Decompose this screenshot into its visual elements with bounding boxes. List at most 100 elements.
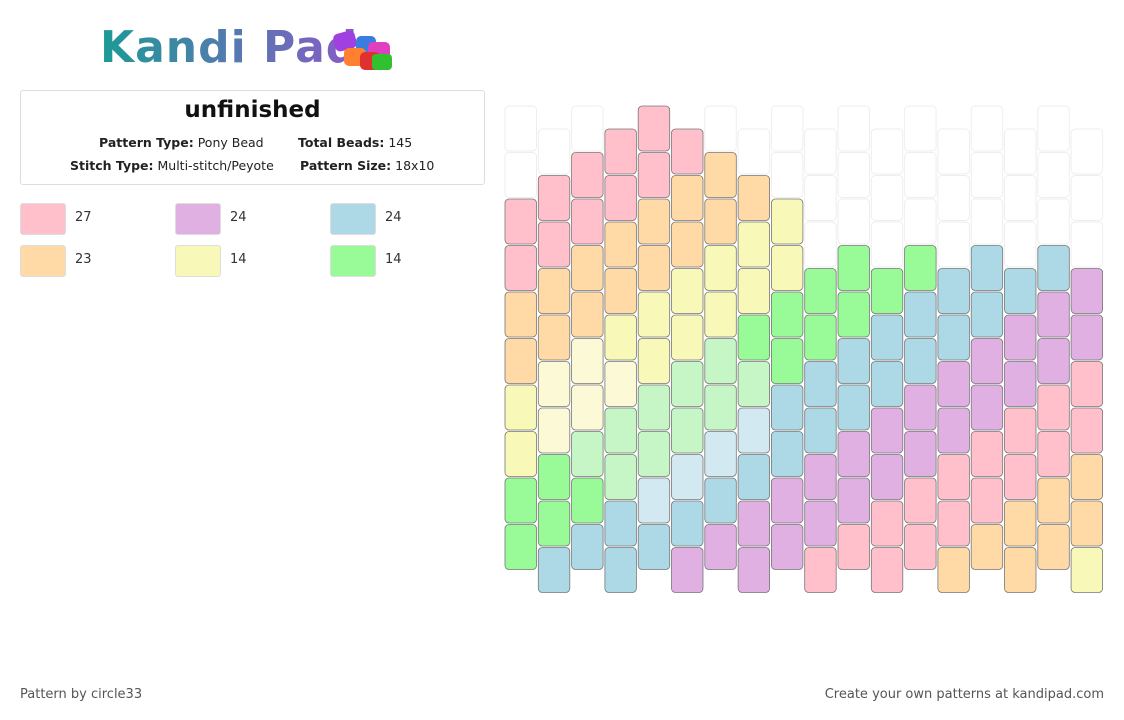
bead bbox=[604, 454, 637, 500]
color-swatch bbox=[175, 245, 221, 277]
bead bbox=[671, 500, 704, 547]
bead bbox=[604, 361, 637, 407]
bead bbox=[904, 198, 937, 245]
bead bbox=[737, 407, 771, 454]
bead bbox=[537, 268, 571, 314]
bead bbox=[604, 500, 637, 547]
field: Stitch Type: Multi-stitch/Peyote bbox=[70, 158, 274, 173]
bead bbox=[1004, 175, 1037, 221]
field: Pattern Size: 18x10 bbox=[300, 158, 434, 173]
bead bbox=[837, 198, 870, 245]
bead bbox=[1070, 547, 1103, 593]
bead bbox=[704, 477, 737, 524]
bead bbox=[837, 152, 870, 198]
bead bbox=[504, 245, 537, 291]
bead bbox=[637, 384, 671, 431]
bead bbox=[970, 245, 1004, 291]
bead bbox=[737, 128, 771, 175]
bead bbox=[571, 431, 604, 477]
bead bbox=[537, 221, 571, 268]
bead bbox=[637, 431, 671, 477]
bead bbox=[571, 245, 604, 291]
bead bbox=[937, 128, 970, 175]
bead bbox=[804, 361, 837, 407]
color-swatch bbox=[330, 245, 376, 277]
bead bbox=[770, 198, 804, 245]
bead bbox=[704, 291, 737, 338]
bead bbox=[804, 221, 837, 268]
logo[interactable]: Kandi Pad bbox=[100, 22, 359, 73]
bead bbox=[637, 338, 671, 384]
bead bbox=[870, 128, 904, 175]
bead bbox=[904, 338, 937, 384]
bead bbox=[604, 175, 637, 221]
bead bbox=[870, 547, 904, 593]
bead bbox=[637, 105, 671, 152]
bead bbox=[671, 128, 704, 175]
bead bbox=[770, 105, 804, 152]
bead bbox=[671, 221, 704, 268]
bead bbox=[571, 524, 604, 570]
bead bbox=[870, 407, 904, 454]
bead bbox=[837, 338, 870, 384]
bead bbox=[870, 314, 904, 361]
bead bbox=[671, 547, 704, 593]
bead bbox=[837, 245, 870, 291]
bead bbox=[937, 407, 970, 454]
bead bbox=[937, 175, 970, 221]
bead bbox=[504, 152, 537, 198]
bead bbox=[1070, 128, 1104, 175]
bead bbox=[504, 291, 537, 338]
bead bbox=[737, 500, 771, 547]
bead bbox=[1004, 547, 1037, 593]
bead bbox=[537, 361, 571, 407]
bead bbox=[837, 105, 870, 152]
bead bbox=[1004, 361, 1037, 407]
bead bbox=[604, 547, 637, 593]
bead bbox=[637, 152, 671, 198]
bead bbox=[870, 454, 904, 500]
bead bbox=[737, 361, 771, 407]
bead bbox=[837, 477, 870, 524]
bead bbox=[1004, 221, 1037, 268]
promo-link[interactable]: Create your own patterns at kandipad.com bbox=[824, 687, 1104, 702]
bead bbox=[504, 338, 537, 384]
bead bbox=[970, 105, 1004, 152]
bead bbox=[1070, 221, 1104, 268]
bead bbox=[571, 338, 604, 384]
bead bbox=[737, 175, 771, 221]
bead bbox=[1004, 454, 1037, 500]
bead bbox=[937, 547, 970, 593]
bead bbox=[937, 314, 970, 361]
field-label: Pattern Size: bbox=[300, 158, 392, 173]
bead bbox=[904, 245, 937, 291]
bead bbox=[637, 291, 671, 338]
bead-grid bbox=[504, 105, 1104, 593]
bead bbox=[737, 314, 771, 361]
bead bbox=[704, 338, 737, 384]
pattern-title: unfinished bbox=[184, 97, 321, 123]
color-count: 14 bbox=[230, 252, 247, 267]
field-label: Pattern Type: bbox=[99, 135, 194, 150]
field: Pattern Type: Pony Bead bbox=[99, 135, 264, 150]
bead bbox=[804, 268, 837, 314]
bead bbox=[637, 198, 671, 245]
bead bbox=[704, 384, 737, 431]
bead bbox=[837, 384, 870, 431]
color-count: 24 bbox=[385, 210, 402, 225]
bead bbox=[604, 407, 637, 454]
bead bbox=[837, 431, 870, 477]
bead bbox=[704, 105, 737, 152]
bead bbox=[1037, 198, 1070, 245]
bead bbox=[637, 524, 671, 570]
bead bbox=[770, 152, 804, 198]
bead bbox=[1037, 245, 1070, 291]
bead bbox=[970, 152, 1004, 198]
bead bbox=[1070, 454, 1103, 500]
bead bbox=[770, 431, 804, 477]
bead bbox=[904, 291, 937, 338]
bead bbox=[737, 547, 771, 593]
bead bbox=[970, 198, 1004, 245]
color-swatch bbox=[20, 203, 66, 235]
color-count: 27 bbox=[75, 210, 92, 225]
